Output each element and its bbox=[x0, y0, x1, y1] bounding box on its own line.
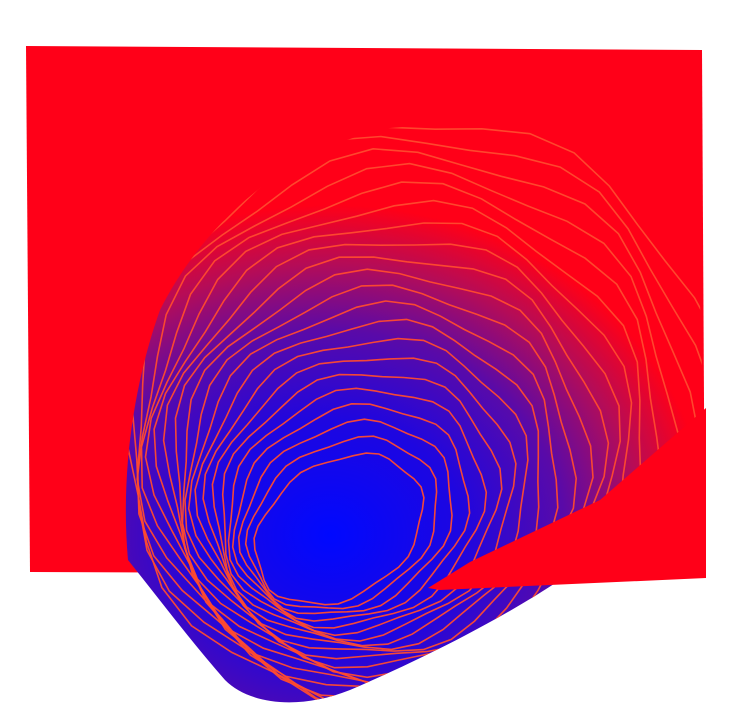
contour-line bbox=[227, 387, 488, 629]
contour-line bbox=[231, 402, 471, 622]
front-plateau-wedge bbox=[428, 408, 706, 590]
contour-line bbox=[244, 435, 438, 610]
contour-line bbox=[253, 452, 425, 606]
contour-line bbox=[237, 418, 453, 615]
